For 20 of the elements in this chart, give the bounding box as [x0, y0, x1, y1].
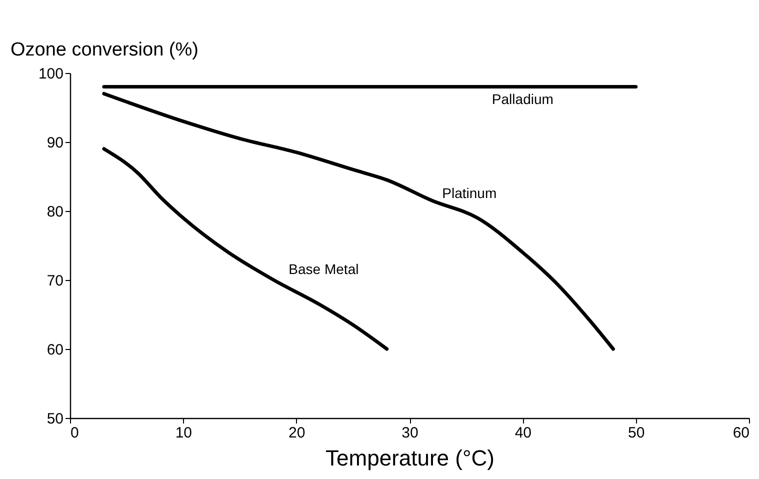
x-axis-title: Temperature (°C)	[326, 446, 494, 470]
series-label: Base Metal	[288, 261, 359, 277]
line-series	[102, 92, 615, 351]
x-tick-label: 50	[628, 424, 645, 442]
y-axis-title: Ozone conversion (%)	[10, 40, 198, 60]
y-tick-label: 60	[46, 342, 64, 358]
y-tick-label: 90	[46, 134, 64, 152]
y-tick-label: 100	[38, 66, 64, 82]
x-tick-label: 30	[402, 424, 418, 442]
series-label: Palladium	[492, 90, 554, 107]
x-tick-label: 10	[175, 424, 192, 442]
y-tick-label: 80	[46, 204, 64, 220]
line-series	[102, 147, 389, 351]
y-tick-label: 70	[46, 272, 64, 290]
series-label: Platinum	[442, 184, 497, 201]
x-tick-label: 0	[70, 424, 79, 442]
x-tick-label: 20	[288, 424, 306, 442]
y-tick-label: 50	[46, 410, 64, 428]
x-tick-label: 40	[514, 424, 532, 442]
x-tick-label: 60	[732, 424, 750, 442]
